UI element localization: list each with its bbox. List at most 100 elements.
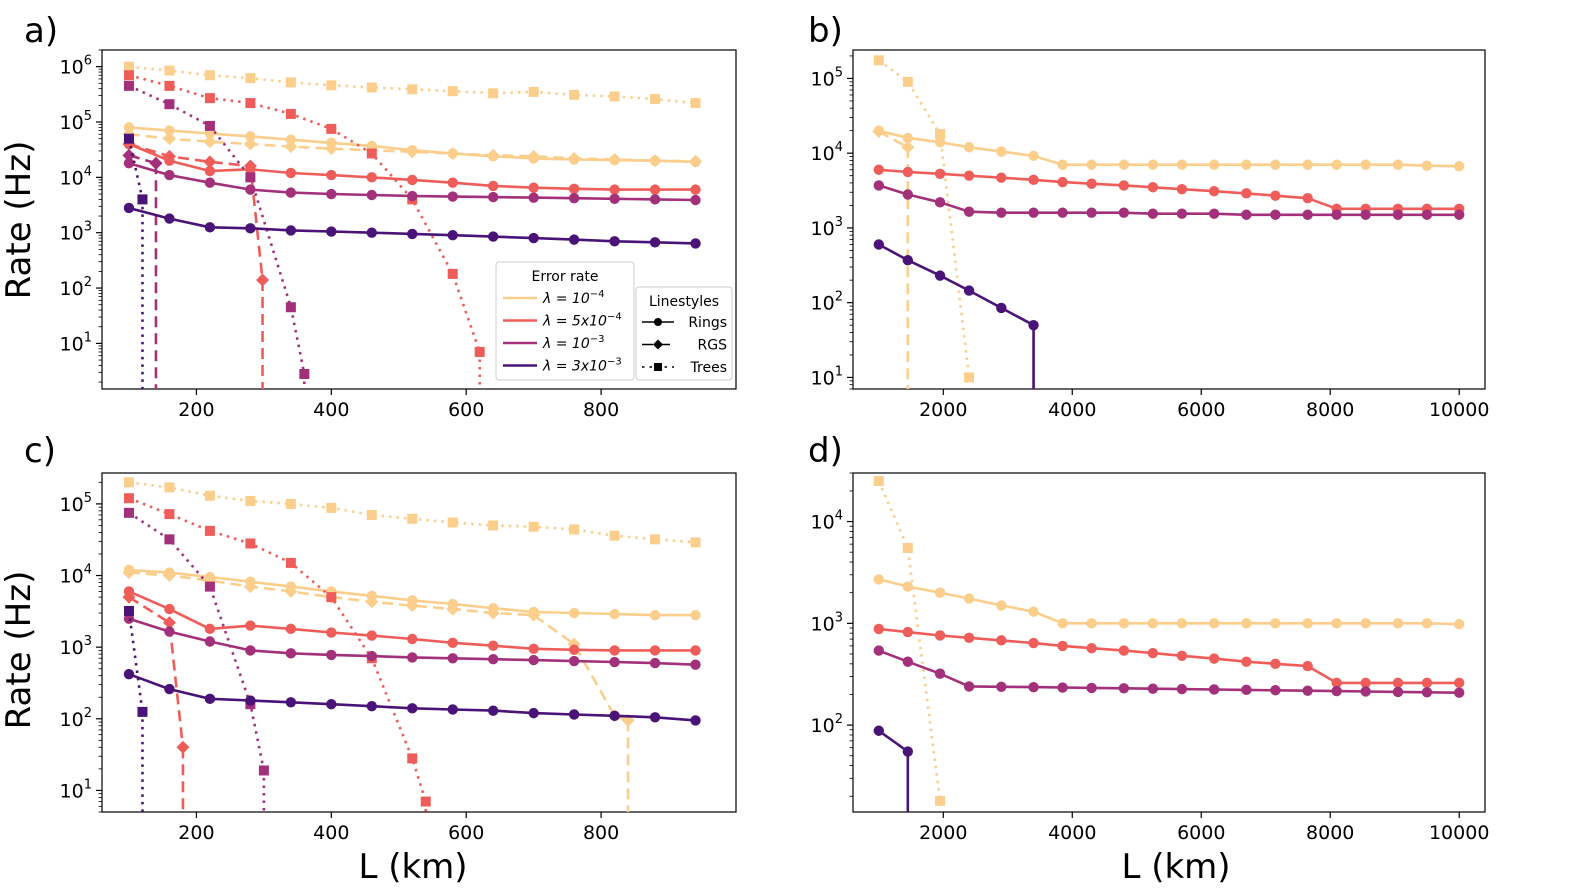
- data-point-circle: [1241, 188, 1252, 199]
- legend-error-label: λ = 10−4: [542, 289, 604, 307]
- data-point-circle: [285, 697, 297, 708]
- data-point-diamond: [648, 154, 662, 168]
- data-point-circle: [1392, 677, 1404, 689]
- data-point-square: [528, 86, 539, 97]
- data-point-circle: [690, 659, 701, 670]
- series-line-lam1-dashed: [128, 133, 696, 163]
- plot-frame: [852, 49, 1486, 390]
- x-tick-label: 4000: [1048, 399, 1096, 421]
- x-tick-label: 8000: [1306, 822, 1354, 844]
- data-point-circle: [690, 609, 701, 621]
- data-point-circle: [1176, 650, 1188, 661]
- data-point-circle: [568, 644, 580, 655]
- data-point-square: [528, 521, 539, 532]
- data-point-circle: [245, 695, 256, 706]
- data-point-circle: [1147, 618, 1159, 629]
- y-tick-label: 104: [811, 509, 843, 534]
- data-point-circle: [164, 683, 175, 695]
- data-point-circle: [649, 657, 661, 669]
- y-tick-label: 104: [60, 563, 92, 588]
- data-point-square: [137, 194, 148, 205]
- data-point-square: [245, 495, 256, 506]
- series-line-lam2-dashed: [128, 142, 264, 281]
- data-point-circle: [1118, 645, 1130, 656]
- data-point-circle: [447, 653, 458, 664]
- data-point-circle: [326, 698, 337, 710]
- panel-label-d: d): [808, 431, 843, 471]
- data-point-circle: [963, 681, 975, 692]
- data-point-circle: [568, 193, 580, 204]
- data-point-square: [474, 346, 485, 357]
- data-point-square: [204, 120, 215, 131]
- x-tick-label: 2000: [919, 822, 967, 844]
- data-point-circle: [1118, 683, 1130, 694]
- data-point-square: [609, 530, 620, 541]
- data-point-circle: [123, 122, 135, 133]
- data-point-diamond: [608, 153, 622, 167]
- data-point-circle: [902, 656, 914, 667]
- data-point-circle: [164, 125, 175, 136]
- data-point-square: [407, 513, 418, 524]
- y-tick-label: 101: [811, 364, 843, 389]
- y-axis-title-bottom: Rate (Hz): [0, 571, 39, 730]
- data-point-circle: [1147, 159, 1159, 170]
- data-point-diamond: [256, 273, 270, 287]
- data-point-circle: [568, 183, 580, 195]
- data-point-circle: [1331, 685, 1342, 697]
- data-point-circle: [1147, 182, 1159, 193]
- data-point-square: [164, 65, 175, 76]
- x-axis-title-left: L (km): [358, 847, 467, 887]
- data-point-circle: [1086, 159, 1097, 170]
- data-point-circle: [366, 189, 377, 201]
- data-point-square: [366, 509, 377, 520]
- legend-error-label: λ = 10−3: [542, 334, 604, 352]
- y-tick-label: 103: [60, 220, 92, 245]
- data-point-circle: [1392, 209, 1404, 220]
- data-point-circle: [609, 184, 620, 195]
- data-point-circle: [487, 705, 499, 716]
- data-point-circle: [690, 238, 701, 249]
- data-point-circle: [1118, 180, 1130, 191]
- data-point-circle: [609, 645, 620, 656]
- data-point-circle: [902, 626, 914, 638]
- x-tick-label: 400: [313, 399, 349, 421]
- data-point-circle: [1331, 618, 1342, 629]
- x-tick-label: 8000: [1306, 399, 1354, 421]
- data-point-circle: [934, 668, 946, 679]
- data-point-circle: [528, 192, 539, 203]
- data-point-square: [299, 368, 310, 379]
- data-point-circle: [1302, 618, 1313, 629]
- data-point-circle: [447, 230, 458, 241]
- data-point-circle: [204, 623, 216, 635]
- plot-frame: [852, 472, 1486, 813]
- data-point-circle: [568, 607, 580, 619]
- data-point-circle: [285, 623, 297, 635]
- data-point-square: [285, 557, 296, 568]
- data-point-square: [964, 372, 975, 383]
- data-point-circle: [1057, 176, 1068, 188]
- legend-marker-diamond: [653, 339, 663, 350]
- data-point-circle: [1241, 656, 1252, 667]
- legend-error-label: λ = 5x10−4: [542, 312, 622, 330]
- data-point-circle: [487, 180, 499, 192]
- data-point-circle: [873, 574, 884, 585]
- data-point-circle: [649, 184, 661, 195]
- data-point-circle: [447, 191, 458, 202]
- data-point-diamond: [527, 608, 541, 622]
- y-tick-label: 105: [60, 109, 92, 134]
- data-point-diamond: [203, 155, 217, 169]
- data-point-square: [245, 538, 256, 549]
- data-point-circle: [1208, 208, 1220, 219]
- data-point-circle: [1360, 209, 1371, 220]
- data-point-circle: [902, 746, 914, 757]
- data-point-circle: [204, 693, 216, 705]
- data-point-circle: [1241, 618, 1252, 629]
- y-tick-label: 102: [60, 275, 92, 300]
- data-point-circle: [649, 645, 661, 656]
- plot-frame: [101, 472, 737, 813]
- data-point-circle: [123, 668, 135, 680]
- y-tick-label: 106: [60, 54, 92, 79]
- data-point-circle: [407, 633, 418, 645]
- legend-error-label: λ = 3x10−3: [542, 357, 622, 375]
- data-point-circle: [1028, 174, 1039, 186]
